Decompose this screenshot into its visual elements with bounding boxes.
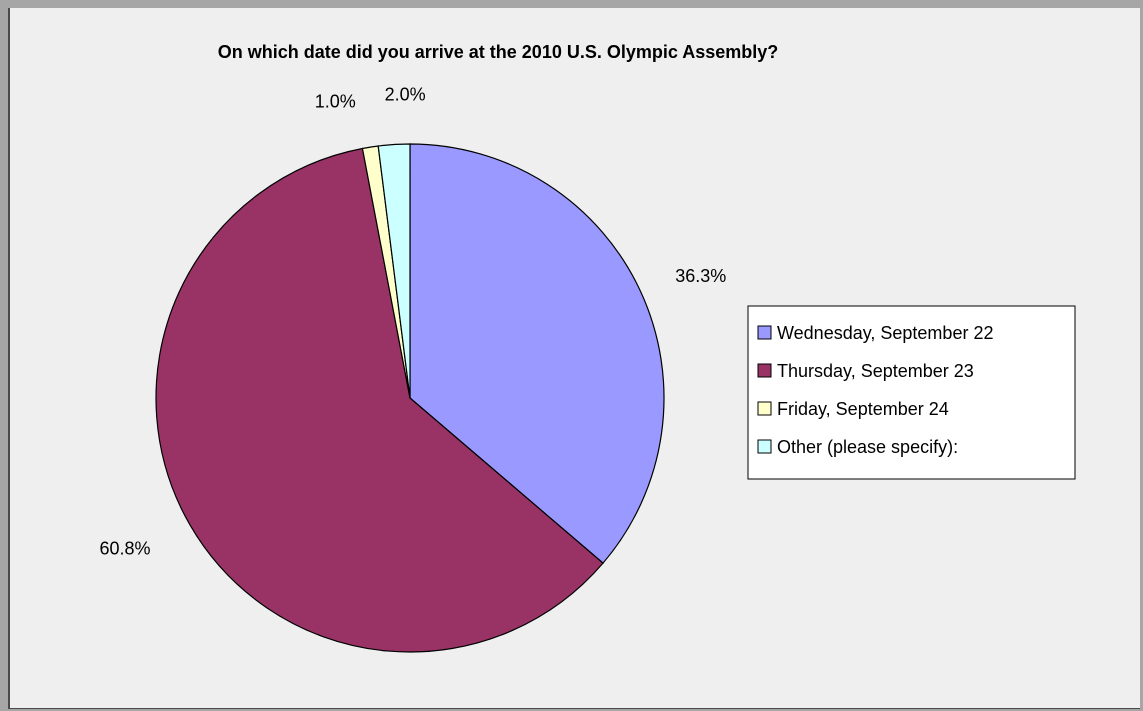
legend-label: Friday, September 24 xyxy=(777,399,949,419)
pie-data-label: 36.3% xyxy=(675,266,726,286)
legend-box xyxy=(747,305,1076,480)
pie-data-labels: 36.3% 60.8% 1.0% 2.0% xyxy=(99,85,726,559)
legend-items: Wednesday, September 22 Thursday, Septemb… xyxy=(757,323,993,457)
pie-slices xyxy=(155,143,665,653)
legend-swatch xyxy=(757,363,772,378)
pie-data-label: 1.0% xyxy=(315,92,356,112)
legend-label: Thursday, September 23 xyxy=(777,361,974,381)
legend-swatch xyxy=(757,325,772,340)
pie-chart: On which date did you arrive at the 2010… xyxy=(99,42,1076,653)
pie-slice xyxy=(409,143,665,564)
pie-data-label: 60.8% xyxy=(99,539,150,559)
chart-title: On which date did you arrive at the 2010… xyxy=(218,42,779,62)
chart-area: On which date did you arrive at the 2010… xyxy=(8,8,1140,709)
legend-swatch xyxy=(757,401,772,416)
pie-slice xyxy=(155,147,604,653)
legend-swatch xyxy=(757,439,772,454)
pie-data-label: 2.0% xyxy=(385,85,426,105)
legend-label: Other (please specify): xyxy=(777,437,958,457)
legend: Wednesday, September 22 Thursday, Septemb… xyxy=(747,305,1076,480)
legend-label: Wednesday, September 22 xyxy=(777,323,993,343)
pie-slice xyxy=(377,143,411,399)
